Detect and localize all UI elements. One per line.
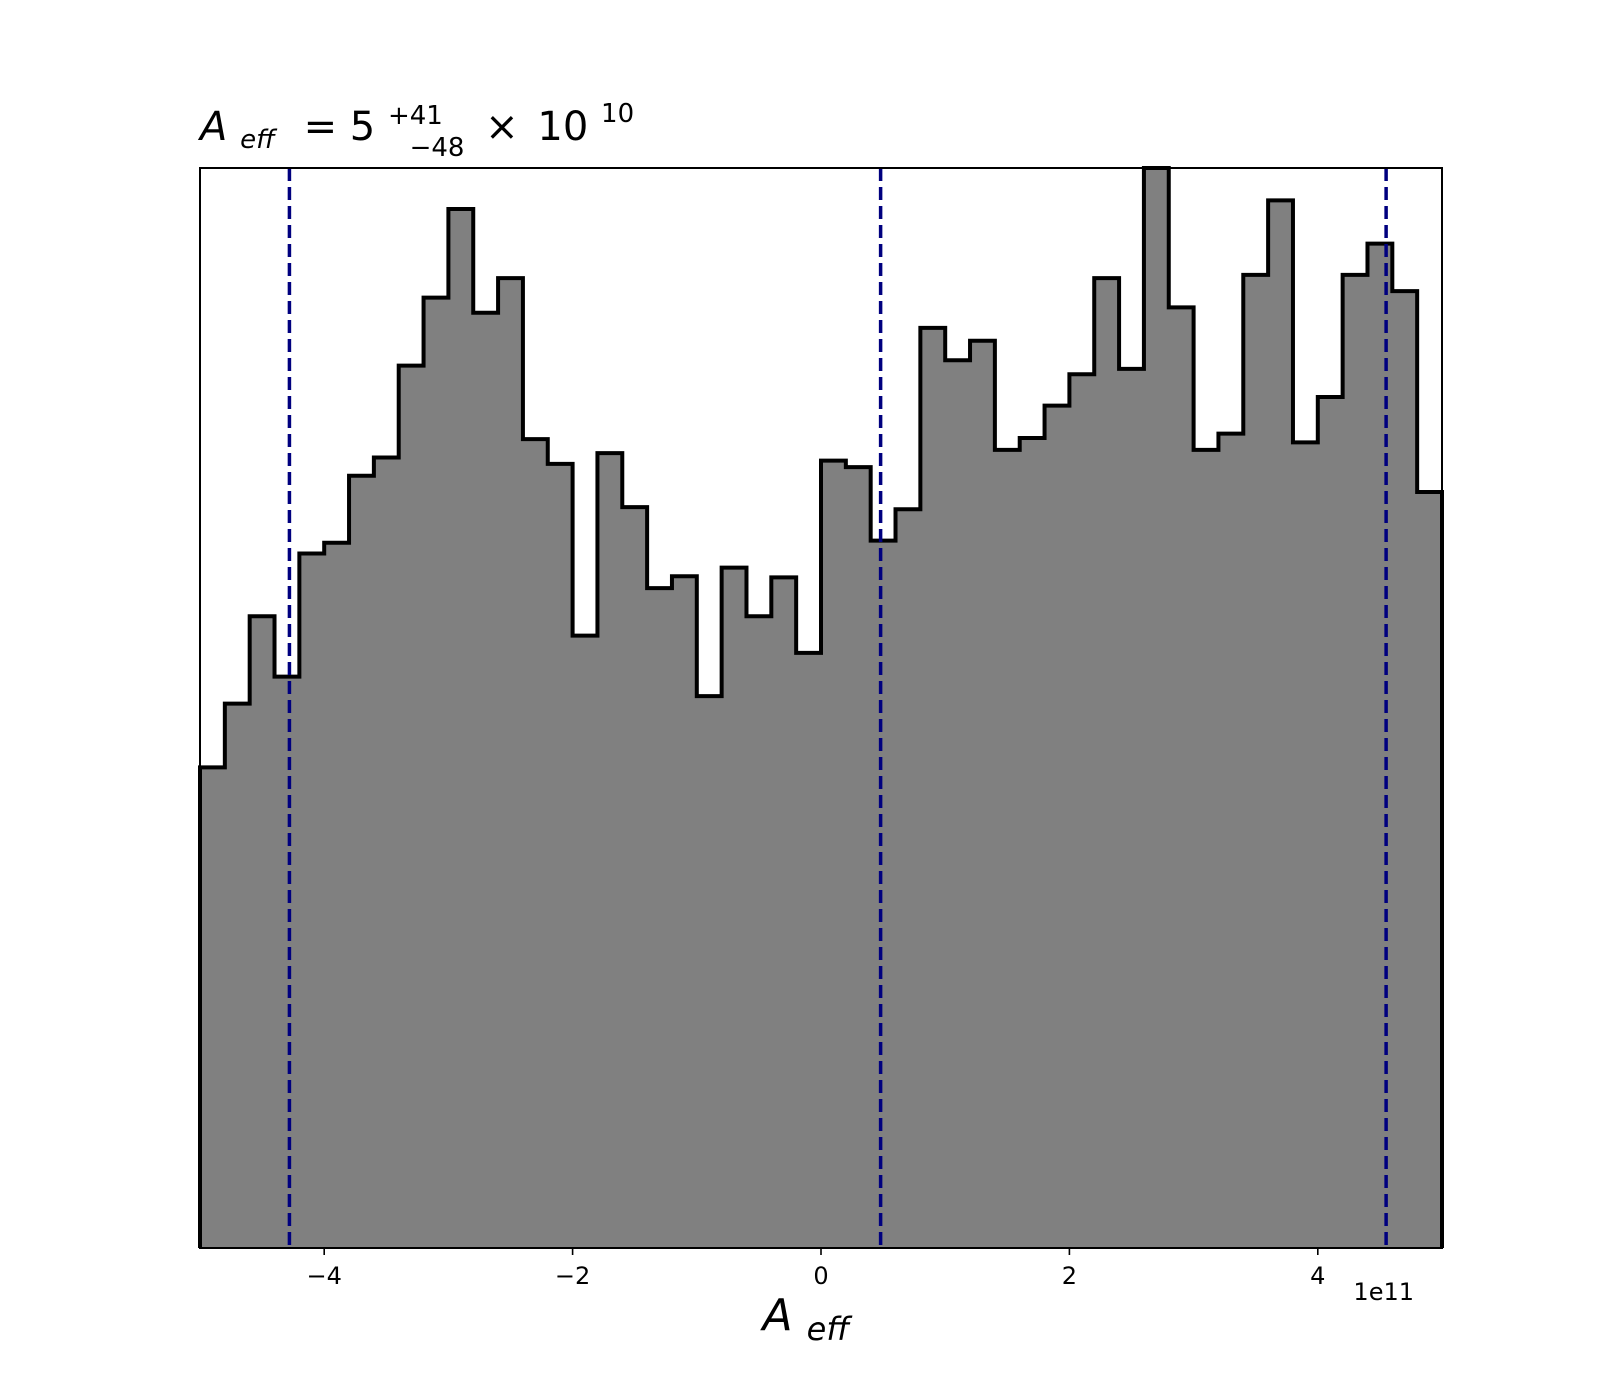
- histogram-outline: [198, 166, 1444, 1248]
- histogram-bar: [1044, 405, 1070, 1249]
- histogram-bar: [1019, 438, 1046, 1248]
- title-sup: +41: [388, 101, 443, 131]
- histogram-bar: [1292, 442, 1319, 1248]
- histogram-bar: [1143, 168, 1170, 1248]
- histogram-bar: [1367, 243, 1393, 1249]
- histogram-bar: [423, 297, 449, 1249]
- x-tick-label: −4: [307, 1262, 342, 1290]
- xlabel-sub: eff: [807, 1310, 854, 1348]
- histogram-bar: [1243, 274, 1269, 1248]
- x-tick-label: 0: [813, 1262, 828, 1290]
- x-tick-label: −2: [555, 1262, 590, 1290]
- histogram-bar: [821, 460, 847, 1248]
- histogram-bar: [1317, 396, 1344, 1249]
- histogram-bar: [473, 312, 499, 1249]
- histogram-bar: [796, 652, 822, 1248]
- histogram-bar: [746, 616, 772, 1248]
- histogram-bar: [398, 365, 425, 1248]
- title-main: A: [197, 104, 227, 150]
- x-tick-label: 2: [1062, 1262, 1077, 1290]
- histogram-bar: [945, 360, 971, 1248]
- title-times: ×: [485, 104, 519, 150]
- histogram-bar: [771, 577, 797, 1248]
- histogram-bar: [274, 676, 300, 1248]
- histogram-bar: [970, 340, 996, 1248]
- histogram-bar: [572, 635, 598, 1248]
- x-axis-ticks: −4 −2 0 2 4: [307, 1248, 1325, 1290]
- histogram-bar: [547, 463, 574, 1248]
- histogram-bar: [324, 542, 350, 1248]
- histogram-bar: [696, 696, 723, 1248]
- histogram-bar: [1193, 449, 1219, 1248]
- x-axis-label: A eff: [760, 1290, 854, 1348]
- histogram-bar: [647, 588, 673, 1248]
- histogram-bar: [622, 507, 648, 1248]
- histogram-bar: [498, 278, 524, 1248]
- title-exp: 10: [601, 99, 634, 129]
- histogram-bar: [721, 567, 747, 1248]
- histogram-bar: [1094, 278, 1120, 1248]
- histogram-bar: [1218, 433, 1244, 1248]
- histogram-bar: [870, 540, 897, 1248]
- title-main-sub: eff: [240, 125, 278, 155]
- histogram-bar: [1119, 368, 1145, 1248]
- histogram-bar: [1268, 200, 1294, 1248]
- histogram-bar: [448, 209, 474, 1248]
- x-tick-label: 4: [1310, 1262, 1325, 1290]
- histogram-bar: [224, 703, 251, 1248]
- histogram-bar: [299, 553, 325, 1248]
- histogram-bar: [373, 457, 400, 1248]
- histogram-bar: [920, 327, 946, 1249]
- histogram-bar: [994, 449, 1021, 1248]
- histogram-bar: [845, 467, 872, 1248]
- title-sub: −48: [410, 133, 465, 163]
- histogram-bar: [249, 616, 276, 1248]
- histogram-bar: [522, 439, 549, 1249]
- x-offset-label: 1e11: [1353, 1278, 1414, 1306]
- histogram-bar: [200, 767, 226, 1248]
- histogram-bar: [1168, 307, 1195, 1248]
- percentile-lines: [287, 168, 1388, 1248]
- histogram-bar: [349, 475, 375, 1248]
- histogram-bar: [895, 509, 921, 1248]
- histogram-bar: [597, 453, 623, 1248]
- histogram-bar: [1069, 374, 1095, 1248]
- xlabel-main: A: [760, 1290, 793, 1341]
- title-base: 10: [537, 104, 588, 150]
- histogram-bar: [671, 576, 698, 1248]
- histogram-bar: [1342, 274, 1368, 1248]
- plot-area: [198, 166, 1444, 1249]
- chart-title: A eff = 5 +41 −48 × 10 10: [197, 88, 634, 166]
- histogram-bar: [1417, 492, 1443, 1248]
- histogram-bar: [1392, 291, 1418, 1248]
- title-eq: = 5: [304, 104, 376, 150]
